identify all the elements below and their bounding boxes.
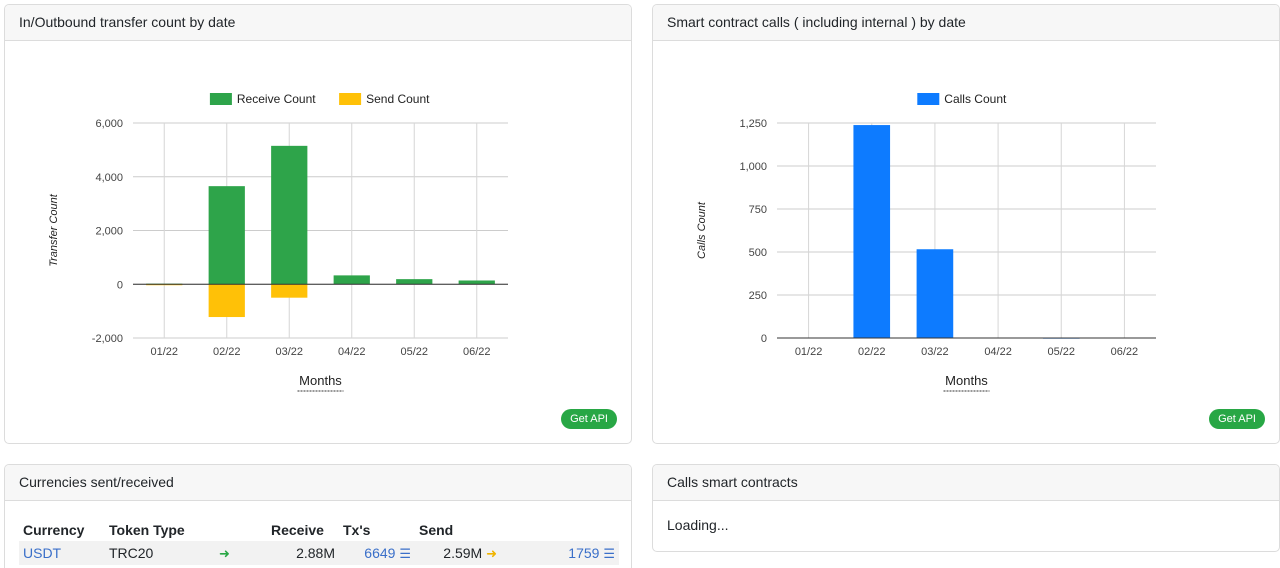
list-icon[interactable]: ☰	[399, 545, 411, 561]
bar	[396, 279, 433, 285]
transfer-chart: 6,000 4,000 2,000 0 -2,000 01/22 02/22 03/22 04/…	[48, 92, 508, 392]
header-receive: Receive	[271, 522, 324, 538]
bar	[271, 284, 308, 298]
y-tick-label: 250	[749, 290, 767, 302]
y-tick-label: 750	[749, 204, 767, 216]
header-token-type: Token Type	[109, 522, 185, 538]
x-tick-label: 06/22	[463, 346, 491, 358]
transfer-get-api-button[interactable]: Get API	[561, 409, 617, 429]
x-tick-label: 04/22	[338, 346, 366, 358]
header-txs: Tx's	[343, 522, 371, 538]
sign-in-icon: ➜	[219, 545, 230, 561]
contracts-card-title: Calls smart contracts	[653, 465, 1279, 501]
currencies-card-title: Currencies sent/received	[5, 465, 631, 501]
legend-swatch	[209, 93, 232, 105]
x-tick-label: 05/22	[400, 346, 428, 358]
y-axis-title: Calls Count	[696, 201, 708, 259]
currencies-card-body: Currency Token Type Receive Tx's Send US…	[5, 501, 631, 568]
sign-out-icon: ➜	[486, 545, 497, 561]
token-type-cell: TRC20	[105, 541, 215, 565]
bar	[208, 284, 245, 318]
receive-tx-link[interactable]: 6649	[364, 544, 396, 561]
x-axis-title: Months	[945, 373, 988, 388]
currencies-card: Currencies sent/received Currency Token …	[4, 464, 632, 568]
y-tick-label: 2,000	[95, 226, 123, 238]
contracts-card-body: Loading...	[653, 501, 1279, 551]
transfer-count-card: In/Outbound transfer count by date 6,000…	[4, 4, 632, 444]
calls-card-body: 1,250 1,000 750 500 250 0 01/22 02/22 03/22 04/22…	[653, 41, 1279, 443]
y-tick-label: -2,000	[92, 333, 123, 345]
x-axis-title: Months	[299, 373, 342, 388]
currencies-table: Currency Token Type Receive Tx's Send US…	[19, 519, 619, 565]
x-tick-label: 06/22	[1111, 346, 1139, 358]
calls-get-api-button[interactable]: Get API	[1209, 409, 1265, 429]
header-send: Send	[419, 522, 454, 538]
send-tx-link[interactable]: 1759	[568, 544, 600, 561]
bar	[333, 275, 370, 285]
legend-swatch	[339, 93, 362, 105]
list-icon[interactable]: ☰	[603, 545, 615, 561]
contract-calls-card: Smart contract calls ( including interna…	[652, 4, 1280, 444]
y-tick-label: 0	[761, 333, 767, 345]
y-tick-label: 4,000	[95, 172, 123, 184]
table-row: USDT TRC20 ➜ 2.88M 6649 ☰ 2.59M ➜ 1759	[19, 541, 619, 565]
x-tick-label: 03/22	[921, 346, 949, 358]
transfer-card-body: 6,000 4,000 2,000 0 -2,000 01/22 02/22 03/22 04/…	[5, 41, 631, 443]
legend-label: Calls Count	[944, 92, 1007, 106]
y-tick-label: 500	[749, 247, 767, 259]
send-value: 2.59M	[443, 544, 483, 561]
calls-smart-contracts-card: Calls smart contracts Loading...	[652, 464, 1280, 552]
y-tick-label: 1,000	[739, 161, 767, 173]
currency-link[interactable]: USDT	[19, 541, 105, 565]
x-tick-label: 01/22	[795, 346, 823, 358]
calls-card-title: Smart contract calls ( including interna…	[653, 5, 1279, 41]
header-currency: Currency	[23, 522, 85, 538]
bar	[208, 186, 245, 285]
transfer-card-title: In/Outbound transfer count by date	[5, 5, 631, 41]
bar	[458, 280, 495, 285]
calls-chart: 1,250 1,000 750 500 250 0 01/22 02/22 03/22 04/22…	[696, 92, 1156, 392]
bar	[271, 145, 308, 285]
x-tick-label: 02/22	[213, 346, 241, 358]
legend-label: Receive Count	[237, 92, 316, 106]
y-tick-label: 0	[117, 279, 123, 291]
y-tick-label: 6,000	[95, 118, 123, 130]
receive-cell: 2.88M	[267, 541, 339, 565]
x-tick-label: 05/22	[1047, 346, 1075, 358]
send-cell: 2.59M ➜	[415, 541, 501, 565]
x-tick-label: 01/22	[150, 346, 178, 358]
legend-swatch	[917, 93, 940, 105]
legend-label: Send Count	[366, 92, 430, 106]
x-tick-label: 02/22	[858, 346, 886, 358]
y-tick-label: 1,250	[739, 118, 767, 130]
x-tick-label: 04/22	[984, 346, 1012, 358]
bar	[916, 249, 954, 338]
loading-text: Loading...	[667, 517, 729, 533]
x-tick-label: 03/22	[275, 346, 303, 358]
y-axis-title: Transfer Count	[48, 193, 60, 266]
bar	[853, 125, 891, 339]
table-header-row: Currency Token Type Receive Tx's Send	[19, 519, 619, 541]
